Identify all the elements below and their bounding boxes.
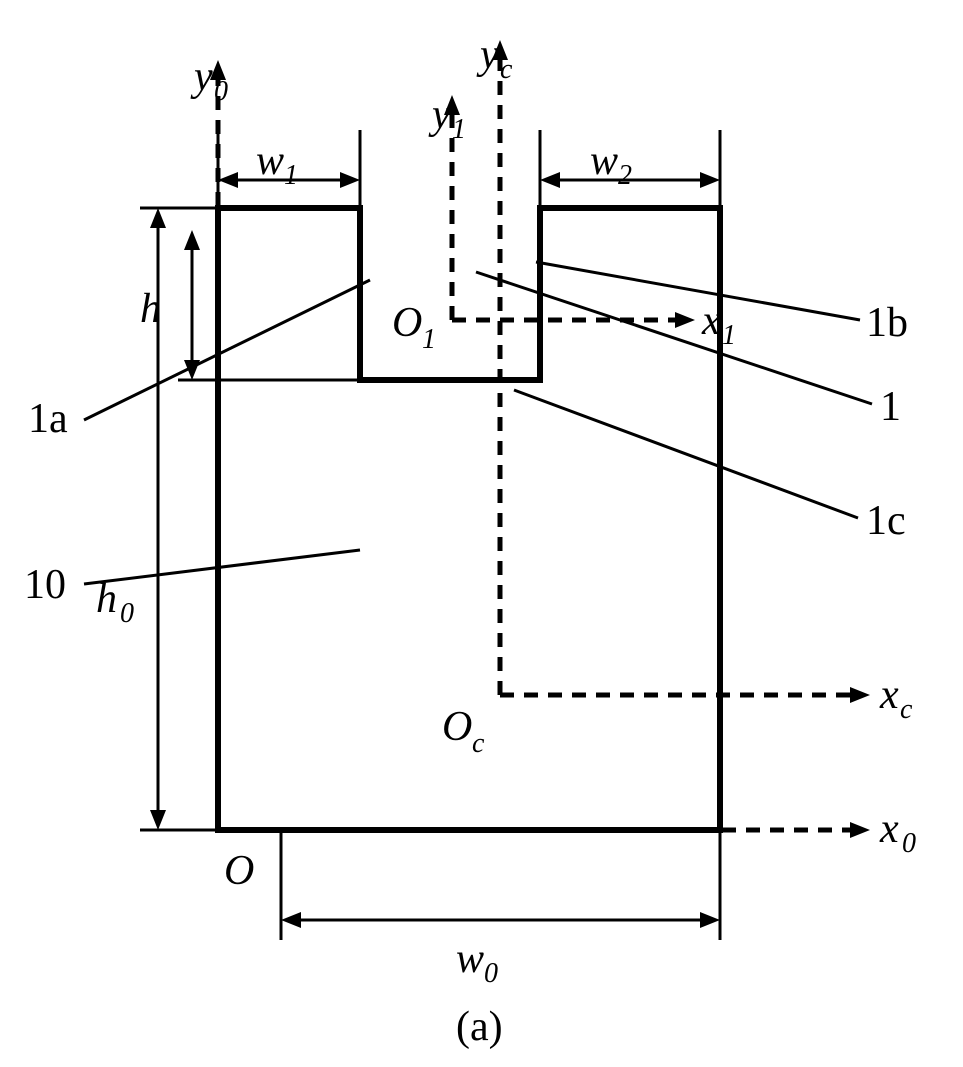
dim-w0-label: w0 bbox=[456, 936, 498, 989]
axis-x1-label: x1 bbox=[701, 298, 736, 351]
callout-1: 1 bbox=[880, 384, 901, 430]
dim-h0-label: h0 bbox=[96, 576, 134, 629]
origin-Oc: Oc bbox=[442, 704, 485, 759]
callout-1c: 1c bbox=[866, 498, 906, 544]
axis-yc-label: yc bbox=[476, 32, 513, 85]
leader-1a bbox=[84, 280, 370, 420]
dim-w1-label: w1 bbox=[256, 138, 298, 191]
subfigure-caption: (a) bbox=[456, 1004, 503, 1050]
axis-x0-label: x0 bbox=[879, 806, 916, 859]
axis-xc-label: xc bbox=[879, 672, 913, 725]
callout-1b: 1b bbox=[866, 300, 908, 346]
callout-1a: 1a bbox=[28, 396, 68, 442]
axis-y0-label: y0 bbox=[190, 54, 228, 107]
leader-10 bbox=[84, 550, 360, 584]
leader-1 bbox=[476, 272, 872, 404]
leader-1b bbox=[536, 262, 860, 320]
leader-1c bbox=[514, 390, 858, 518]
callout-10: 10 bbox=[24, 562, 66, 608]
axis-y1-label: y1 bbox=[428, 92, 466, 145]
origin-O1: O1 bbox=[392, 300, 436, 355]
dim-h-label: h bbox=[140, 286, 161, 332]
dim-w2-label: w2 bbox=[590, 138, 632, 191]
origin-O: O bbox=[224, 848, 254, 894]
